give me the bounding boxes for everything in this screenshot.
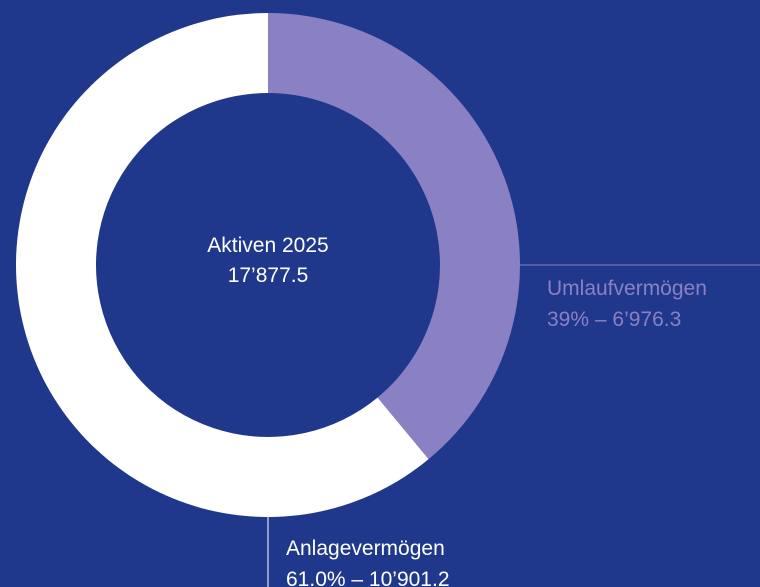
donut-segment: [16, 13, 429, 517]
center-total: 17’877.5: [228, 264, 309, 287]
value-label: 39%: [547, 308, 589, 331]
amount-label: 6’976.3: [612, 308, 681, 331]
value-label: 61.0%: [286, 568, 346, 587]
legend-label: Anlagevermögen: [286, 537, 445, 560]
data-label: 61.0% – 10’901.2: [286, 568, 450, 587]
data-label: 39% – 6’976.3: [547, 308, 681, 331]
separator: –: [351, 568, 363, 587]
donut-segment: [268, 13, 521, 460]
center-title: Aktiven 2025: [207, 234, 328, 257]
amount-label: 10’901.2: [369, 568, 450, 587]
legend-label: Umlaufvermögen: [547, 277, 707, 300]
separator: –: [595, 308, 607, 331]
